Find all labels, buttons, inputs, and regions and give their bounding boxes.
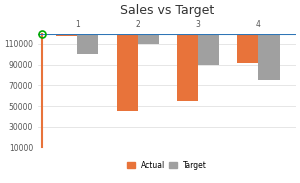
Title: Sales vs Target: Sales vs Target [120,4,214,17]
Bar [177,34,198,101]
Bar [138,34,159,44]
Bar [198,34,219,65]
Legend: Actual, Target: Actual, Target [125,158,209,172]
Bar [237,34,258,63]
Bar [56,34,77,36]
Bar [258,34,280,80]
Bar [77,34,98,54]
Bar [116,34,138,111]
